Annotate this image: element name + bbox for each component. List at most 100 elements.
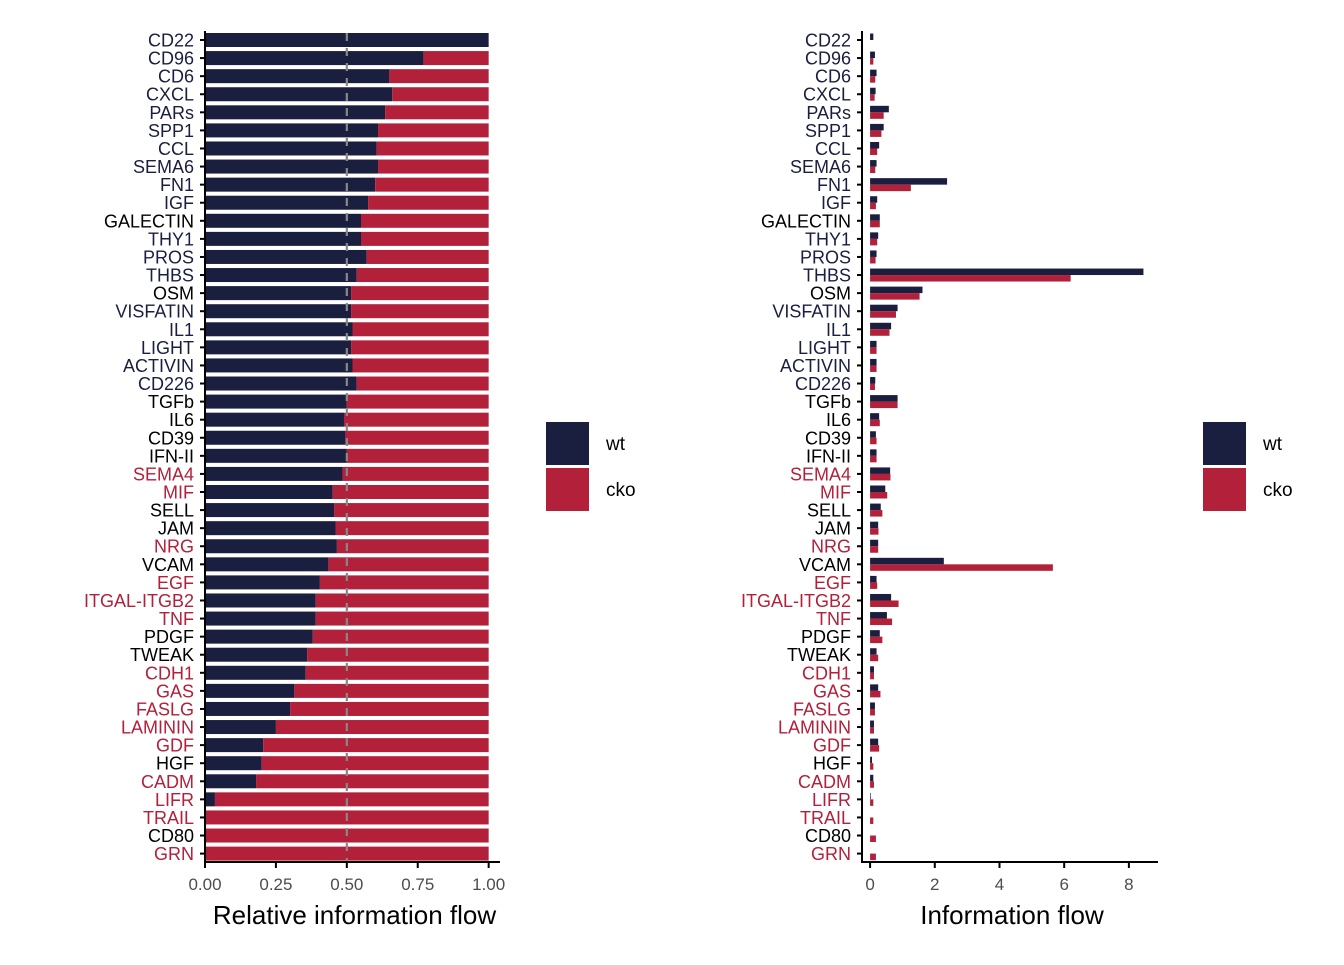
y-tick-label-ccl: CCL [815,139,851,159]
y-tick-label-vcam: VCAM [799,555,851,575]
y-tick-label-cd22: CD22 [148,31,194,51]
y-tick-label-il6: IL6 [169,410,194,430]
y-tick-label-il1: IL1 [169,320,194,340]
bar-cd39-cko [345,430,489,445]
y-tick-label-spp1: SPP1 [805,121,851,141]
x-tick-label-0-25: 0.25 [259,875,292,894]
bar-cxcl-cko [392,87,489,102]
bar-mif-cko [332,485,489,499]
legend-swatch-wt [546,422,589,465]
bar-tgfb-wt [870,395,898,402]
bar-sema6-wt [870,160,877,167]
y-tick-label-trail: TRAIL [143,808,194,828]
y-tick-label-tgfb: TGFb [148,392,194,412]
bar-sema6-wt [205,159,379,174]
y-tick-label-faslg: FASLG [136,699,194,719]
bar-faslg-wt [870,702,875,709]
bar-igf-wt [870,196,878,203]
y-tick-label-thy1: THY1 [805,229,851,249]
y-tick-label-itgal-itgb2: ITGAL-ITGB2 [741,591,851,611]
bar-tnf-cko [870,618,893,626]
bar-igf-wt [205,195,369,210]
bar-il6-cko [870,419,880,427]
y-tick-label-thbs: THBS [146,266,194,286]
bar-sell-wt [870,503,881,511]
bar-tnf-wt [205,611,316,626]
bar-gas-wt [870,684,879,691]
bar-tgfb-wt [205,394,347,409]
y-tick-label-ifn-ii: IFN-II [149,446,194,466]
bar-thy1-cko [870,238,878,246]
bar-mif-cko [870,492,888,499]
bar-ifn-ii-wt [205,448,347,463]
bar-galectin-cko [361,213,489,228]
bar-tgfb-cko [870,401,898,409]
bar-pars-wt [870,105,889,113]
bar-igf-cko [368,195,489,210]
bar-cd226-cko [870,383,875,391]
y-tick-label-visfatin: VISFATIN [115,302,194,322]
bar-cxcl-wt [870,87,876,95]
bar-vcam-cko [328,557,489,572]
y-tick-label-spp1: SPP1 [148,121,194,141]
bar-pars-cko [870,112,884,119]
bar-thy1-wt [870,232,879,239]
bar-faslg-cko [870,708,875,716]
bar-gas-cko [870,690,881,698]
bar-lifr-wt [205,792,215,807]
y-tick-label-jam: JAM [815,519,851,539]
bar-visfatin-cko [870,311,896,318]
bar-cadm-wt [870,774,874,782]
bar-pros-wt [205,249,367,264]
bar-tweak-wt [870,648,877,655]
bar-cd22-wt [870,33,874,40]
y-tick-label-activin: ACTIVIN [780,356,851,376]
bar-pros-cko [870,256,876,264]
bar-tweak-cko [870,654,879,662]
y-tick-label-sell: SELL [807,501,851,521]
y-tick-label-cd6: CD6 [158,67,194,87]
y-tick-label-tnf: TNF [159,609,194,629]
y-tick-label-pars: PARs [806,103,851,123]
y-tick-label-hgf: HGF [156,754,194,774]
y-tick-label-laminin: LAMININ [778,718,851,738]
bar-pars-wt [205,105,386,120]
bar-thy1-cko [361,231,489,246]
bar-hgf-cko [870,763,874,770]
y-tick-label-lifr: LIFR [812,790,851,810]
panel-information-flow: CD22CD96CD6CXCLPARsSPP1CCLSEMA6FN1IGFGAL… [741,31,1293,931]
bar-galectin-wt [870,214,880,221]
bar-sema4-cko [870,473,891,481]
y-tick-label-pros: PROS [143,247,194,267]
y-tick-label-sema6: SEMA6 [133,157,194,177]
bar-mif-wt [870,485,886,492]
bar-cd39-wt [205,430,346,445]
bar-cdh1-cko [870,672,874,680]
y-tick-label-sema6: SEMA6 [790,157,851,177]
y-tick-label-tweak: TWEAK [787,645,851,665]
bar-ccl-cko [870,148,878,155]
bar-sell-cko [870,510,883,517]
bar-egf-cko [319,575,489,590]
bar-grn-cko [205,846,489,861]
bar-laminin-wt [870,720,874,728]
y-tick-label-tweak: TWEAK [130,645,194,665]
bar-itgal-itgb2-wt [870,593,892,601]
bar-cxcl-wt [205,87,393,102]
y-tick-label-nrg: NRG [811,537,851,557]
bar-tnf-wt [870,612,887,619]
bar-galectin-wt [205,213,362,228]
y-tick-label-cadm: CADM [798,772,851,792]
bar-activin-cko [352,358,489,373]
bar-cadm-cko [870,781,874,788]
y-tick-label-light: LIGHT [141,338,194,358]
bar-osm-wt [205,286,352,301]
bar-thbs-cko [356,268,489,283]
y-tick-label-fn1: FN1 [160,175,194,195]
bar-trail-cko [870,817,874,824]
y-tick-label-il1: IL1 [826,320,851,340]
bar-osm-cko [870,293,920,300]
bar-jam-cko [870,528,879,535]
bar-visfatin-wt [870,304,898,312]
y-tick-label-pdgf: PDGF [144,627,194,647]
